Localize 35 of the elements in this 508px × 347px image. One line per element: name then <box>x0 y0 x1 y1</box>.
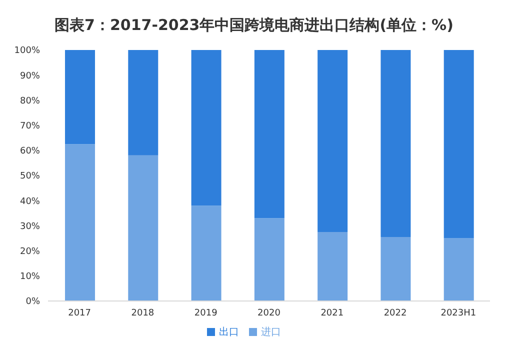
x-tick-label: 2021 <box>320 308 344 318</box>
y-tick-label: 100% <box>14 46 40 56</box>
y-tick-label: 90% <box>20 71 40 82</box>
x-tick-label: 2022 <box>384 308 407 318</box>
y-tick-label: 60% <box>20 146 40 157</box>
x-tick-label: 2023H1 <box>440 308 476 318</box>
bar <box>318 232 348 301</box>
legend-label: 进口 <box>261 327 281 338</box>
bar <box>128 50 158 156</box>
y-tick-label: 70% <box>20 121 40 132</box>
bar <box>191 50 222 206</box>
bar <box>65 50 95 144</box>
x-tick-label: 2020 <box>258 308 281 318</box>
bar <box>444 238 474 301</box>
bar <box>65 144 95 301</box>
bar <box>191 206 222 301</box>
y-tick-label: 40% <box>20 196 40 207</box>
y-tick-label: 50% <box>20 172 40 182</box>
x-tick-label: 2017 <box>68 308 92 318</box>
bar <box>254 50 284 218</box>
x-tick-label: 2018 <box>131 308 154 318</box>
y-tick-label: 80% <box>20 96 40 106</box>
y-tick-label: 10% <box>20 272 40 282</box>
y-tick-label: 30% <box>20 222 40 232</box>
chart-title: 图表7：2017-2023年中国跨境电商进出口结构(单位：%) <box>54 15 454 36</box>
y-tick-label: 0% <box>26 297 40 308</box>
bar <box>254 218 284 301</box>
bar <box>318 50 348 232</box>
x-tick-label: 2019 <box>194 308 218 318</box>
y-tick-label: 20% <box>20 246 40 257</box>
legend-label: 出口 <box>219 327 239 338</box>
bar <box>380 50 411 237</box>
bar <box>444 50 474 238</box>
bar <box>128 155 158 301</box>
bar <box>380 236 411 301</box>
